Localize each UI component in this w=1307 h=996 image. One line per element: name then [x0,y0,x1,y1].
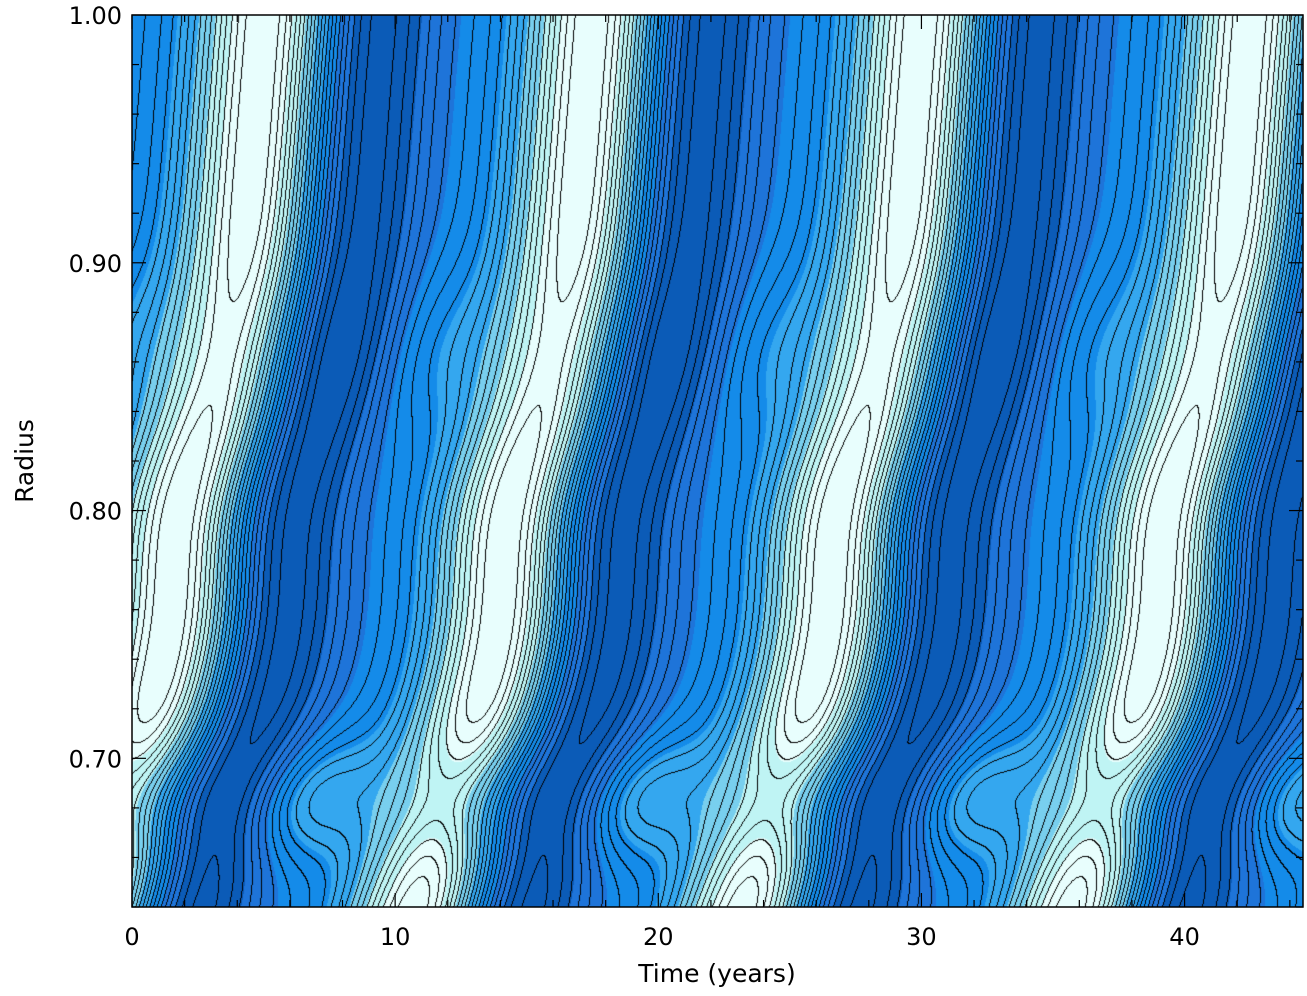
y-tick-label: 0.90 [69,250,122,278]
x-tick-label: 30 [906,923,937,951]
x-tick-label: 40 [1169,923,1200,951]
y-tick-label: 1.00 [69,2,122,30]
contour-field [132,15,1303,907]
x-tick-label: 0 [124,923,139,951]
x-tick-label: 10 [380,923,411,951]
x-axis: 0 10 20 30 40 [124,15,1291,951]
x-tick-label: 20 [643,923,674,951]
x-axis-label: Time (years) [637,959,795,988]
y-axis-label: Radius [10,419,39,503]
y-tick-label: 0.70 [69,745,122,773]
y-axis: 0.70 0.80 0.90 1.00 [69,2,1303,908]
y-tick-label: 0.80 [69,498,122,526]
plot-area [132,15,1303,907]
